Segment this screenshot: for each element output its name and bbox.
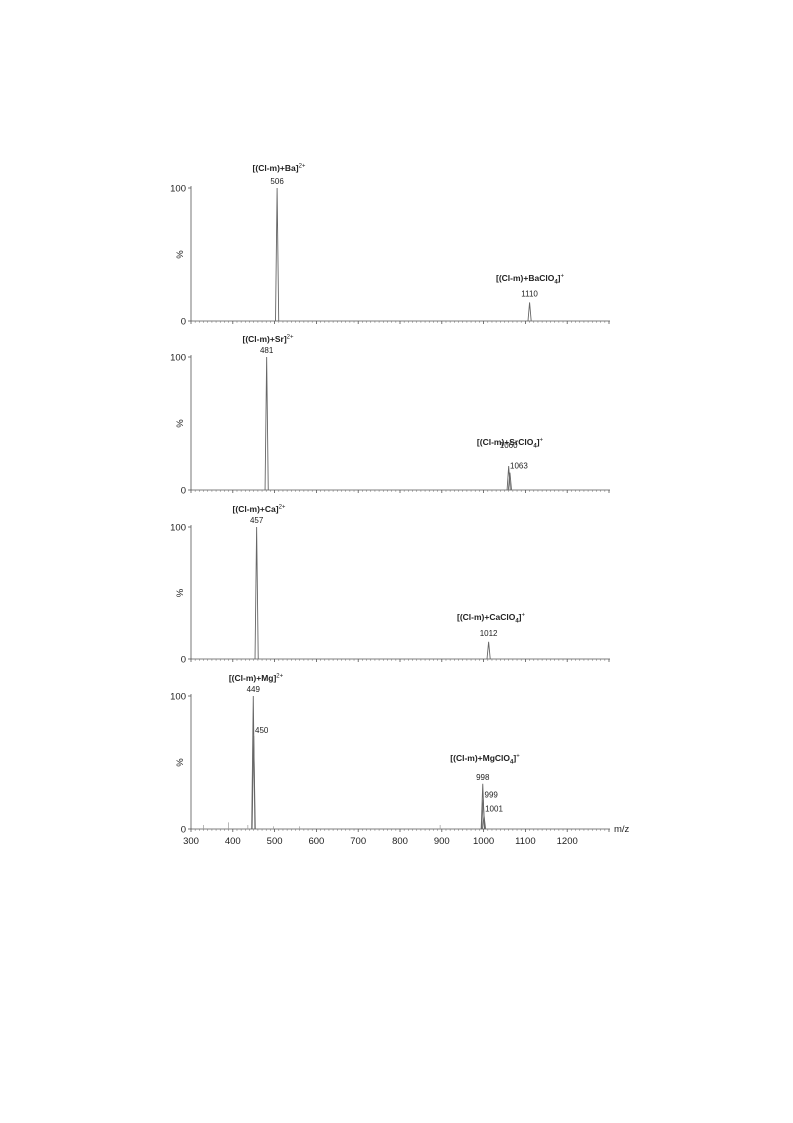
x-tick-label: 500: [267, 836, 283, 847]
peak-label-1063: 1063: [510, 462, 528, 471]
y-axis-label: %: [175, 588, 186, 597]
x-tick-labels: 300 400 500 600 700 800 900 1000 1100 1200 m/z: [183, 824, 629, 847]
y-tick-label: 0: [181, 486, 186, 497]
y-axis-label: %: [175, 758, 186, 767]
y-tick-label: 100: [170, 184, 186, 195]
peak-label-457: 457: [250, 516, 264, 525]
peak-label-1001: 1001: [485, 805, 503, 814]
peak-506: [275, 187, 280, 322]
y-tick-label: 0: [181, 317, 186, 328]
peak-1001: [481, 815, 487, 830]
x-tick-label: 1000: [473, 836, 494, 847]
x-tick-label: 300: [183, 836, 199, 847]
spectrum-panel-3: 0 100% 457 1012 [(Cl-m)+Ca]2+ [(Cl-m)+CaClO4]…: [170, 504, 610, 666]
peak-1060: [506, 466, 511, 491]
peak-label-506: 506: [270, 177, 284, 186]
x-tick-label: 900: [434, 836, 450, 847]
ion-annotation: [(Cl-m)+Ca]2+: [233, 504, 286, 514]
peak-457: [254, 526, 259, 660]
ion-annotation: [(Cl-m)+SrClO4]+: [477, 437, 544, 450]
spectrum-panel-1: 0 100% 506 1110 [(Cl-m)+Ba]2+ [(Cl-m)+BaClO4]…: [170, 163, 610, 328]
x-tick-label: 800: [392, 836, 408, 847]
peak-label-1012: 1012: [480, 629, 498, 638]
peak-481: [264, 356, 269, 491]
ion-annotation: [(Cl-m)+MgClO4]+: [450, 753, 520, 766]
y-tick-label: 0: [181, 655, 186, 666]
peak-label-449: 449: [247, 685, 261, 694]
y-tick-label: 0: [181, 825, 186, 836]
spectrum-panel-4: 0 100% 449 450 998 999 1001 [(Cl-m)+Mg]2+ [(Cl-m…: [170, 673, 610, 836]
x-tick-label: 1200: [557, 836, 578, 847]
y-tick-label: 100: [170, 692, 186, 703]
y-axis-label: %: [175, 419, 186, 428]
peak-450: [251, 735, 256, 830]
ion-annotation: [(Cl-m)+Sr]2+: [243, 334, 294, 344]
peak-label-999: 999: [485, 791, 499, 800]
y-tick-label: 100: [170, 523, 186, 534]
peak-1110: [527, 302, 532, 322]
x-tick-label: 1100: [515, 836, 535, 847]
y-axis-label: %: [175, 250, 186, 259]
ion-annotation: [(Cl-m)+Ba]2+: [253, 163, 306, 173]
x-tick-label: 400: [225, 836, 241, 847]
ion-annotation: [(Cl-m)+CaClO4]+: [457, 612, 526, 625]
peak-1012: [486, 641, 491, 660]
peak-label-450: 450: [255, 726, 269, 735]
peak-label-998: 998: [476, 773, 490, 782]
x-tick-label: 600: [308, 836, 324, 847]
peak-label-1110: 1110: [521, 289, 538, 298]
peak-label-481: 481: [260, 346, 274, 355]
spectrum-panel-2: 0 100% 481 1060 1063 [(Cl-m)+Sr]2+ [(Cl-m)+SrC…: [170, 334, 610, 497]
peak-1063: [507, 472, 512, 491]
peak-label-1060: 1060: [500, 441, 518, 450]
x-axis-label: m/z: [614, 824, 630, 835]
y-tick-label: 100: [170, 353, 186, 364]
x-tick-label: 700: [350, 836, 366, 847]
ion-annotation: [(Cl-m)+Mg]2+: [229, 673, 284, 683]
ion-annotation: [(Cl-m)+BaClO4]+: [496, 273, 565, 286]
